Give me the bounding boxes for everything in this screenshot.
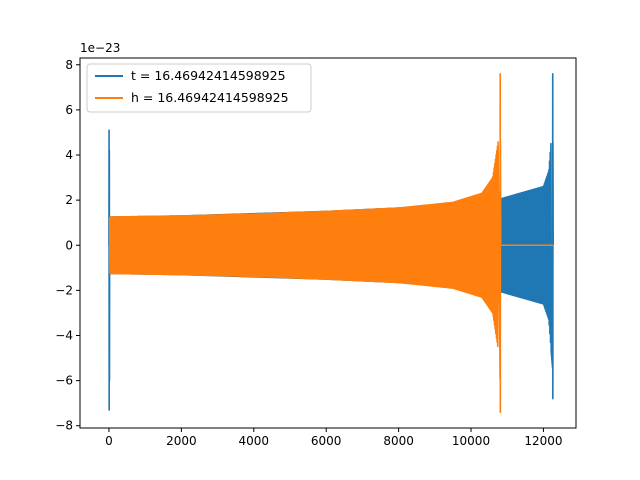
y-tick-label: 0 [65, 238, 73, 252]
y-tick-label: −4 [55, 329, 73, 343]
x-tick-label: 0 [105, 434, 113, 448]
legend: t = 16.46942414598925 h = 16.469424145989… [86, 63, 312, 113]
legend-label: h = 16.46942414598925 [131, 90, 289, 105]
y-tick-label: −2 [55, 283, 73, 297]
x-tick-label: 6000 [311, 434, 342, 448]
x-tick-label: 8000 [383, 434, 414, 448]
y-tick-label: 8 [65, 58, 73, 72]
y-tick-label: −8 [55, 419, 73, 433]
x-tick-label: 10000 [452, 434, 490, 448]
plot-area [108, 72, 554, 414]
x-tick-label: 4000 [239, 434, 270, 448]
series-line-2 [108, 72, 554, 414]
y-tick-label: 2 [65, 193, 73, 207]
legend-label: t = 16.46942414598925 [131, 68, 286, 83]
y-offset-label: 1e−23 [80, 41, 120, 55]
x-tick-label: 2000 [166, 434, 197, 448]
y-tick-label: 6 [65, 103, 73, 117]
ticks: 0 2000 4000 6000 8000 10000 12000 −8 −6 −4 −2 0 2 4 6 8 [55, 58, 562, 448]
y-tick-label: 4 [65, 148, 73, 162]
y-tick-label: −6 [55, 374, 73, 388]
x-tick-label: 12000 [524, 434, 562, 448]
legend-box [86, 63, 312, 113]
axes-frame [79, 57, 577, 429]
